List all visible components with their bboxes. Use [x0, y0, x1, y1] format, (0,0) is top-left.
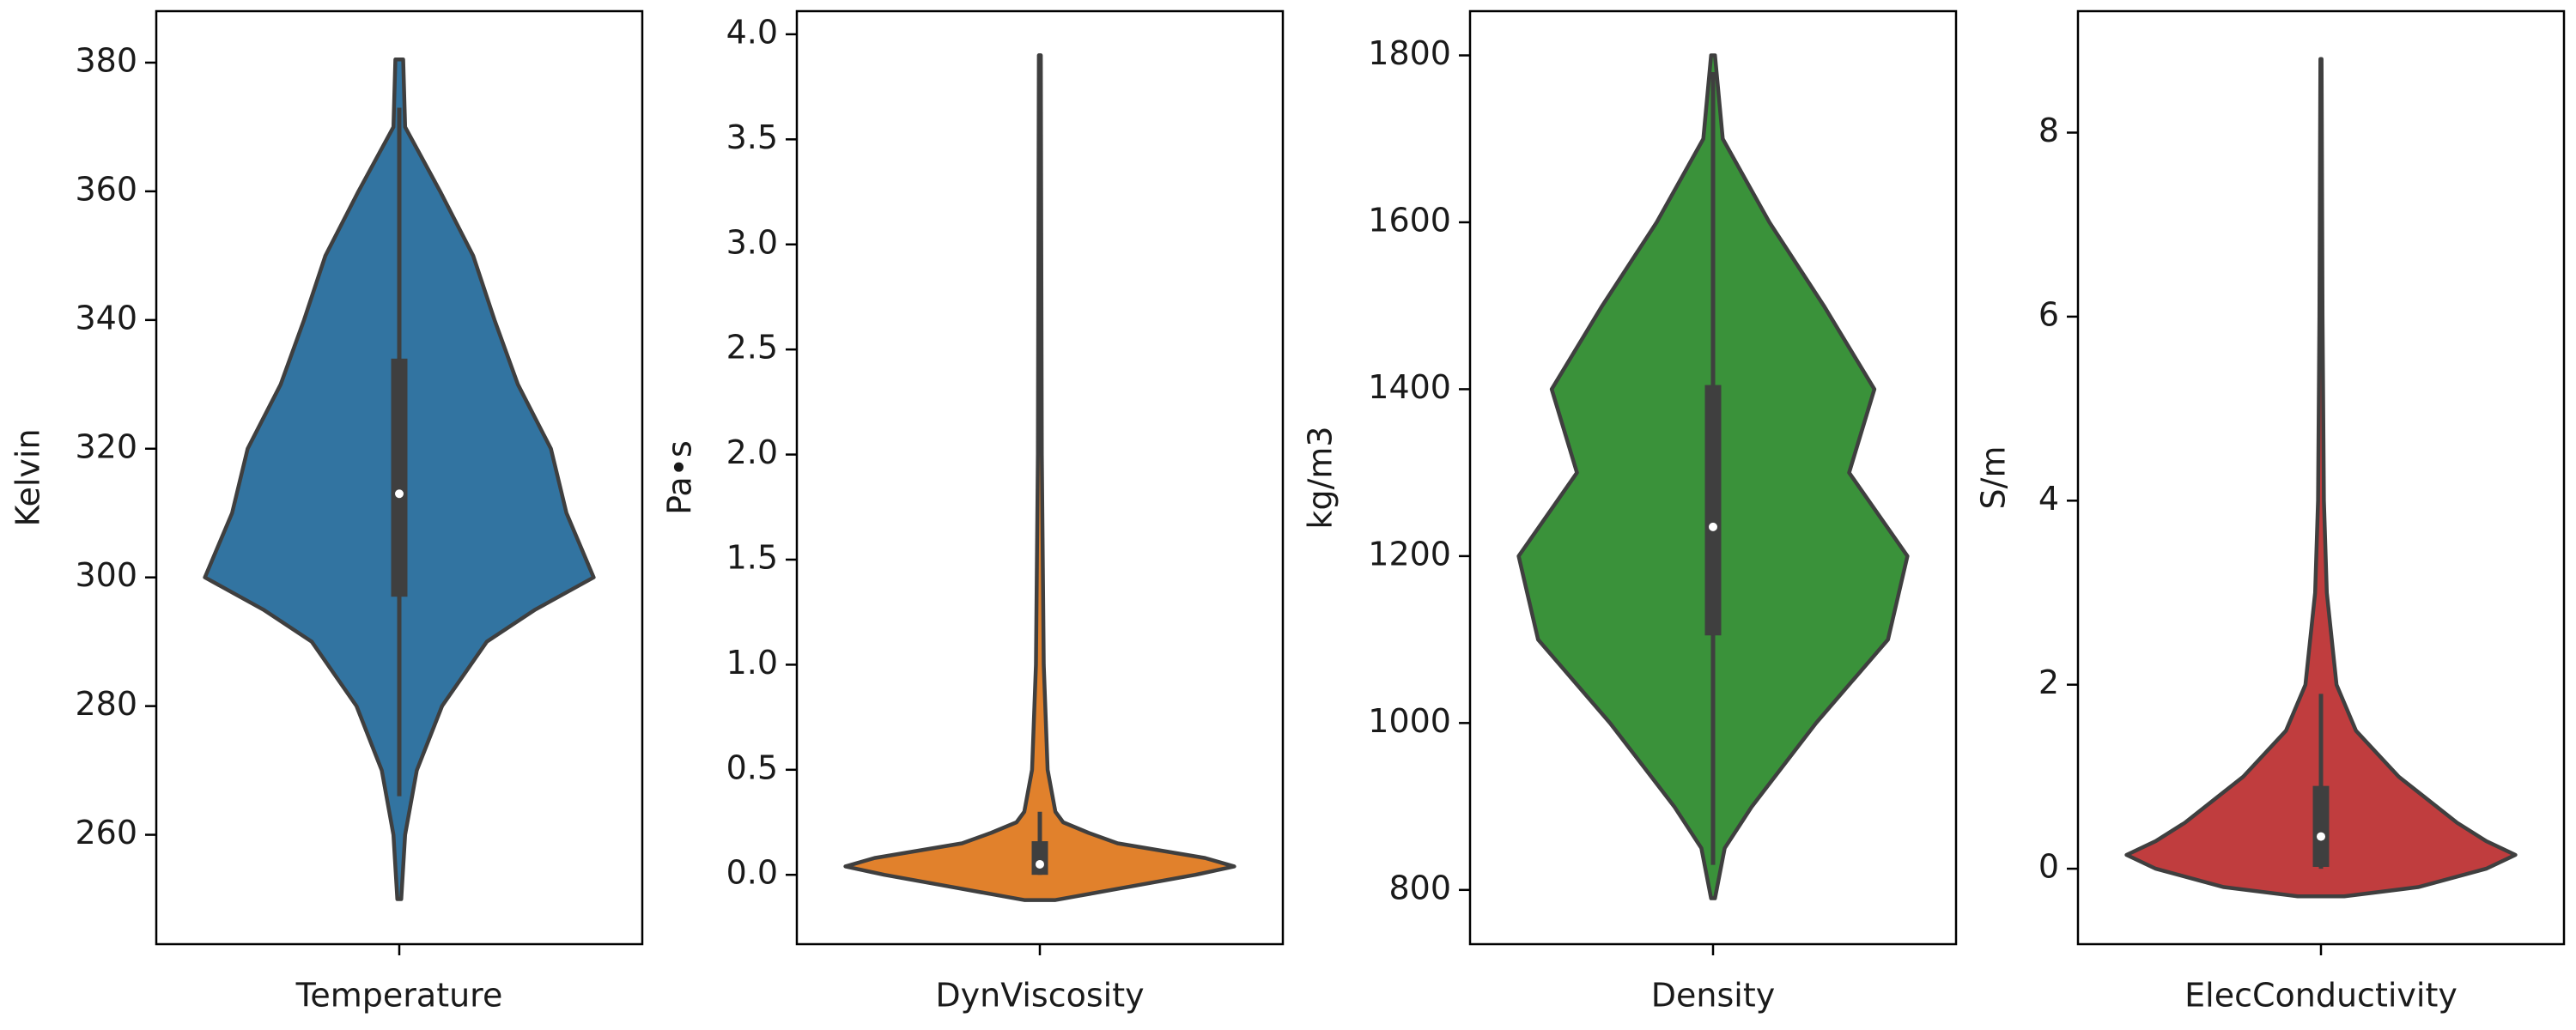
x-tick-label: Density [1651, 977, 1775, 1015]
box [2312, 785, 2330, 867]
median [1036, 859, 1044, 869]
y-tick-label: 380 [75, 41, 137, 79]
median [395, 489, 404, 499]
y-tick-label: 1800 [1368, 34, 1451, 72]
y-tick-label: 0.0 [726, 854, 778, 892]
y-tick-label: 0.5 [726, 748, 778, 786]
y-tick-label: 300 [75, 556, 137, 594]
y-tick-label: 0 [2038, 848, 2059, 886]
y-tick-label: 280 [75, 685, 137, 723]
y-tick-label: 2.5 [726, 329, 778, 367]
y-tick-label: 1000 [1368, 702, 1451, 740]
y-axis-label: Pa•s [661, 440, 699, 515]
y-tick-label: 1.0 [726, 644, 778, 682]
y-tick-label: 4.0 [726, 13, 778, 51]
violin-body [843, 53, 1236, 902]
y-tick-label: 360 [75, 170, 137, 208]
y-tick-label: 3.0 [726, 223, 778, 261]
box [1031, 841, 1048, 876]
x-tick-label: Temperature [295, 977, 503, 1015]
median [1709, 522, 1717, 531]
y-tick-label: 2.0 [726, 433, 778, 471]
y-axis-label: S/m [1975, 446, 2013, 510]
y-tick-label: 260 [75, 814, 137, 851]
y-tick-label: 2 [2038, 663, 2059, 701]
violin-body [2124, 57, 2518, 899]
x-tick-label: DynViscosity [935, 977, 1144, 1015]
box [391, 358, 408, 597]
y-tick-label: 340 [75, 299, 137, 336]
y-tick-label: 1200 [1368, 535, 1451, 573]
y-tick-label: 800 [1388, 869, 1451, 906]
x-tick-label: ElecConductivity [2184, 977, 2458, 1015]
y-tick-label: 6 [2038, 295, 2059, 333]
median [2317, 832, 2325, 841]
y-tick-label: 3.5 [726, 118, 778, 156]
y-axis-label: kg/m3 [1302, 426, 1340, 529]
y-tick-label: 4 [2038, 480, 2059, 518]
y-tick-label: 1400 [1368, 368, 1451, 406]
y-tick-label: 8 [2038, 112, 2059, 149]
y-tick-label: 1600 [1368, 201, 1451, 239]
y-tick-label: 1.5 [726, 538, 778, 576]
box [1704, 385, 1722, 636]
y-axis-label: Kelvin [9, 428, 47, 526]
y-tick-label: 320 [75, 427, 137, 465]
